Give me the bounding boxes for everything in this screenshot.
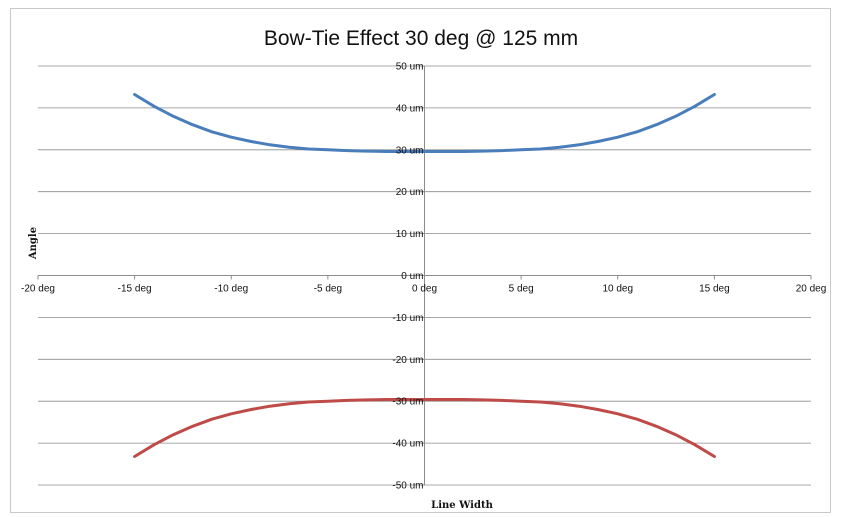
y-axis-title: Angle [28, 227, 39, 260]
x-tick-label: 0 deg [412, 284, 437, 295]
chart-svg: Bow-Tie Effect 30 deg @ 125 mm 50 um 40 u… [21, 27, 826, 511]
series-line-1 [133, 93, 716, 153]
y-tick-label: 40 um [396, 103, 424, 114]
axes [37, 65, 812, 486]
y-tick-labels: 50 um 40 um 30 um 20 um 10 um 0 um -10 um -20 u… [392, 62, 423, 492]
chart-frame: Bow-Tie Effect 30 deg @ 125 mm 50 um 40 u… [10, 8, 831, 513]
series-lines [133, 93, 716, 458]
x-axis-title: Line Width [431, 500, 493, 511]
x-tick-label: 20 deg [796, 284, 827, 295]
y-tick-label: 10 um [396, 229, 424, 240]
x-tick-label: -15 deg [118, 284, 152, 295]
y-tick-label: 20 um [396, 187, 424, 198]
y-tick-label: -40 um [392, 439, 423, 450]
chart-title: Bow-Tie Effect 30 deg @ 125 mm [264, 27, 578, 50]
y-tick-label: 30 um [396, 145, 424, 156]
series-line-2 [133, 398, 716, 458]
x-tick-label: 10 deg [602, 284, 633, 295]
y-tick-label: -10 um [392, 313, 423, 324]
x-tick-label: -5 deg [314, 284, 342, 295]
y-tick-label: -30 um [392, 397, 423, 408]
x-tick-label: 15 deg [699, 284, 730, 295]
y-tick-label: 50 um [396, 62, 424, 73]
y-tick-label: -20 um [392, 355, 423, 366]
x-tick-label: -20 deg [21, 284, 55, 295]
y-tick-label: -50 um [392, 481, 423, 492]
y-tick-label: 0 um [401, 271, 423, 282]
x-tick-label: -10 deg [214, 284, 248, 295]
x-tick-label: 5 deg [509, 284, 534, 295]
x-tick-labels: -20 deg -15 deg -10 deg -5 deg 0 deg 5 deg 10 … [21, 284, 826, 295]
